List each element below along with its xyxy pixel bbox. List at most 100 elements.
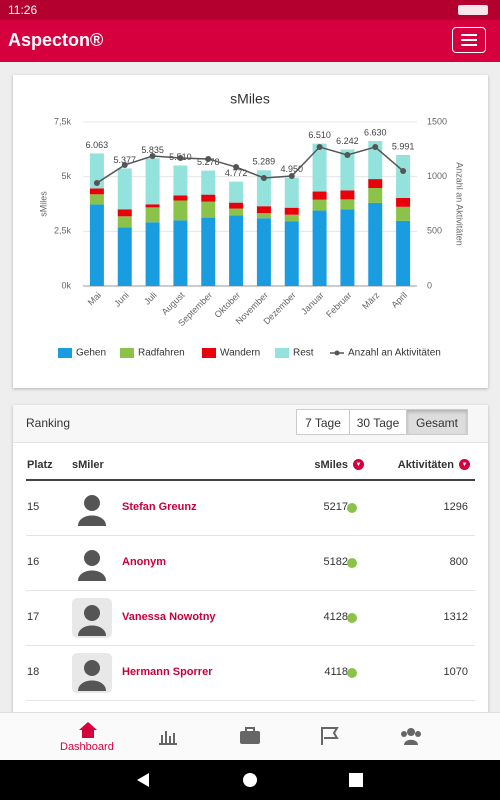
bar-segment	[229, 181, 244, 203]
column-header: Aktivitäten	[397, 459, 454, 471]
ranking-title: Ranking	[26, 416, 71, 430]
y2-tick-label: 0	[427, 280, 432, 290]
bar-segment	[201, 217, 216, 286]
line-point	[121, 161, 128, 168]
sort-icon[interactable]: ▼	[459, 459, 470, 470]
x-tick-label: Juli	[142, 290, 159, 307]
legend-swatch	[275, 348, 289, 358]
data-label: 6.630	[364, 127, 387, 137]
nav-label[interactable]: Dashboard	[60, 741, 114, 753]
activities: 1312	[443, 611, 468, 623]
bar-segment	[340, 209, 355, 286]
line-point	[177, 154, 184, 161]
y-tick-label: 0k	[61, 280, 71, 290]
data-label: 6.063	[86, 140, 109, 150]
bar-segment	[201, 201, 216, 218]
briefcase-icon[interactable]	[239, 727, 261, 745]
activities: 1070	[443, 666, 468, 678]
group-icon[interactable]	[400, 726, 422, 746]
data-label: 6.510	[308, 130, 331, 140]
status-bar: 11:26	[0, 0, 500, 20]
data-label: 4.950	[280, 164, 303, 174]
legend-label: Anzahl an Aktivitäten	[348, 348, 441, 359]
bar-segment	[368, 179, 383, 189]
rank: 16	[27, 556, 40, 568]
bar-segment	[284, 177, 299, 208]
filter-button[interactable]: 30 Tage	[349, 409, 407, 435]
bar-segment	[173, 200, 188, 221]
smiles: 4128	[323, 611, 348, 623]
menu-button[interactable]	[452, 27, 486, 53]
bar-segment	[340, 199, 355, 210]
line-point	[372, 144, 379, 151]
bar-segment	[89, 188, 104, 195]
line	[96, 146, 404, 184]
row-rule	[26, 645, 475, 646]
x-tick-label: Juni	[112, 290, 131, 309]
line-point	[93, 180, 100, 187]
y2-axis-title: Anzahl an Aktivitäten	[455, 162, 465, 246]
line-point	[400, 167, 407, 174]
bar-segment	[312, 199, 327, 211]
x-tick-label: Februar	[324, 290, 353, 319]
bar-segment	[284, 221, 299, 286]
bar-segment	[256, 170, 271, 207]
user-name[interactable]: Anonym	[122, 556, 166, 568]
bar-segment	[201, 170, 216, 195]
legend-label: Radfahren	[138, 348, 185, 359]
bar-segment	[89, 153, 104, 189]
line-point	[233, 164, 240, 171]
app-title: Aspecton®	[8, 30, 104, 50]
avatar	[72, 488, 112, 528]
bar-segment	[312, 210, 327, 286]
header-rule	[26, 479, 475, 481]
row-rule	[26, 535, 475, 536]
smile-icon	[347, 668, 357, 678]
home-icon[interactable]	[78, 721, 98, 739]
legend-swatch	[120, 348, 134, 358]
bar-segment	[117, 209, 132, 217]
avatar	[72, 598, 112, 638]
column-header: sMiler	[72, 459, 104, 471]
bar-segment	[396, 197, 411, 207]
bar-segment	[312, 143, 327, 192]
smiles: 5217	[323, 501, 348, 513]
bar-segment	[173, 220, 188, 286]
bar-segment	[117, 216, 132, 228]
smile-icon	[347, 503, 357, 513]
y2-tick-label: 1500	[427, 116, 447, 126]
user-name[interactable]: Vanessa Nowotny	[122, 611, 216, 623]
chart-card: sMiles sMiles Anzahl an Aktivitäten 0k 2,…	[13, 75, 488, 388]
flag-icon[interactable]	[320, 726, 340, 746]
activities: 800	[449, 556, 468, 568]
filter-button[interactable]: Gesamt	[406, 409, 468, 435]
avatar	[72, 543, 112, 583]
ranking-table: Platz sMiler sMiles ▼ Aktivitäten ▼ 15 Stefan G…	[13, 445, 488, 800]
bar-segment	[145, 158, 160, 205]
column-header: sMiles	[314, 459, 348, 471]
legend-swatch	[58, 348, 72, 358]
x-tick-label: März	[360, 290, 382, 312]
data-label: 5.991	[392, 141, 415, 151]
line-point	[288, 173, 295, 180]
status-icons	[458, 5, 488, 15]
stats-icon[interactable]	[158, 727, 178, 745]
bar-segment	[89, 194, 104, 205]
bar-segment	[312, 191, 327, 200]
app-bar: Aspecton®	[0, 20, 500, 62]
data-label: 5.835	[141, 145, 164, 155]
chart: sMiles sMiles Anzahl an Aktivitäten 0k 2,…	[38, 91, 465, 359]
line-point	[316, 144, 323, 151]
filter-button[interactable]: 7 Tage	[296, 409, 350, 435]
data-label: 6.242	[336, 136, 359, 146]
filter-group: 7 Tage 30 Tage Gesamt	[296, 409, 476, 435]
sort-icon[interactable]: ▼	[353, 459, 364, 470]
bar-segment	[229, 202, 244, 209]
bar-segment	[256, 218, 271, 286]
user-name[interactable]: Hermann Sporrer	[122, 666, 213, 678]
row-rule	[26, 590, 475, 591]
user-name[interactable]: Stefan Greunz	[122, 501, 197, 513]
y-tick-label: 7,5k	[54, 116, 72, 126]
bar-segment	[396, 220, 411, 286]
